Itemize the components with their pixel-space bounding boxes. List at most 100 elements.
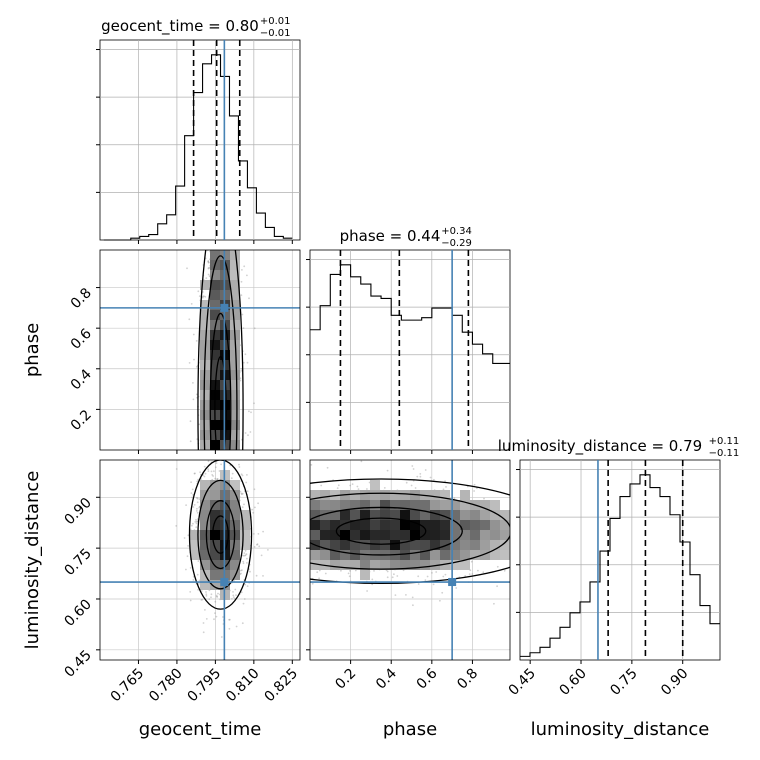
sample-point (639, 535, 641, 537)
density-cell (380, 520, 390, 530)
sample-point (195, 526, 198, 529)
sample-point (366, 488, 368, 490)
sample-point (195, 519, 197, 521)
sample-point (431, 572, 433, 574)
density-cell (450, 520, 460, 530)
sample-point (217, 592, 219, 595)
density-cell (360, 560, 370, 570)
density-cell (400, 530, 410, 540)
sample-point (249, 431, 252, 433)
sample-point (412, 468, 415, 470)
density-cell (310, 560, 320, 570)
sample-point (559, 520, 561, 522)
density-cell (400, 500, 410, 510)
sample-point (202, 631, 205, 634)
sample-point (198, 295, 201, 297)
sample-point (191, 496, 194, 499)
density-cell (430, 530, 440, 540)
sample-point (417, 583, 420, 585)
density-cell (320, 500, 330, 510)
sample-point (405, 481, 408, 484)
density-cell (360, 520, 370, 530)
sample-point (256, 543, 259, 545)
density-cell (460, 540, 470, 550)
sample-point (197, 478, 200, 481)
density-cell (420, 540, 430, 550)
y-tick-label-phase: 0.4 (68, 366, 95, 393)
sample-point (212, 452, 214, 454)
sample-point (419, 473, 422, 475)
sample-point (441, 591, 444, 594)
sample-point (205, 591, 207, 593)
sample-point (575, 539, 577, 541)
sample-point (233, 597, 236, 600)
sample-point (326, 466, 329, 469)
sample-point (242, 602, 245, 605)
sample-point (496, 565, 499, 568)
sample-point (602, 509, 604, 511)
density-cell (420, 520, 430, 530)
sample-point (253, 327, 256, 330)
sample-point (512, 548, 514, 550)
density-cell (440, 550, 450, 560)
sample-point (433, 478, 435, 481)
density-cell (440, 530, 450, 540)
density-cell (230, 560, 240, 570)
density-cell (360, 510, 370, 520)
density-cell (210, 330, 220, 340)
sample-point (207, 273, 210, 276)
panel-title-luminosity_distance: luminosity_distance = 0.79 (498, 437, 702, 456)
sample-point (464, 575, 467, 577)
sample-point (354, 569, 357, 572)
x-axis-label-luminosity_distance: luminosity_distance (531, 719, 710, 740)
density-cell (200, 380, 210, 390)
sample-point (419, 475, 422, 478)
density-cell (400, 490, 410, 500)
density-cell (460, 520, 470, 530)
sample-point (228, 618, 231, 621)
title-upper-error: +0.11 (709, 436, 740, 447)
density-cell (380, 490, 390, 500)
sample-point (190, 492, 193, 494)
x-tick-label-phase: 0.2 (332, 666, 359, 693)
density-cell (350, 540, 360, 550)
x-tick-label-phase: 0.8 (454, 666, 481, 693)
sample-point (255, 574, 258, 577)
sample-point (240, 294, 243, 297)
sample-point (396, 575, 399, 577)
sample-point (230, 477, 233, 480)
sample-point (203, 475, 206, 478)
density-cell (230, 400, 240, 410)
sample-point (222, 450, 224, 452)
contour-level-1 (310, 492, 510, 570)
sample-point (245, 481, 248, 484)
sample-point (589, 512, 591, 514)
contour-level-0 (197, 250, 244, 450)
sample-point (503, 569, 506, 572)
density-cell (450, 550, 460, 560)
title-upper-error: +0.34 (441, 226, 472, 237)
density-cell (200, 400, 210, 410)
density-cell (360, 530, 370, 540)
sample-point (215, 595, 218, 598)
sample-point (445, 486, 447, 488)
density-cell (200, 500, 210, 510)
sample-point (247, 434, 249, 437)
density-cell (330, 530, 340, 540)
sample-point (267, 549, 269, 551)
sample-point (241, 492, 244, 495)
sample-point (186, 267, 188, 270)
sample-point (246, 274, 248, 277)
sample-point (192, 333, 195, 336)
x-axis-label-geocent_time: geocent_time (139, 719, 262, 740)
sample-point (455, 587, 458, 589)
sample-point (432, 583, 435, 586)
sample-point (203, 465, 206, 468)
sample-point (534, 535, 536, 537)
sample-point (240, 492, 243, 495)
sample-point (207, 460, 210, 463)
sample-point (521, 542, 523, 544)
density-cell (430, 520, 440, 530)
sample-point (191, 524, 193, 527)
density-cell (430, 550, 440, 560)
